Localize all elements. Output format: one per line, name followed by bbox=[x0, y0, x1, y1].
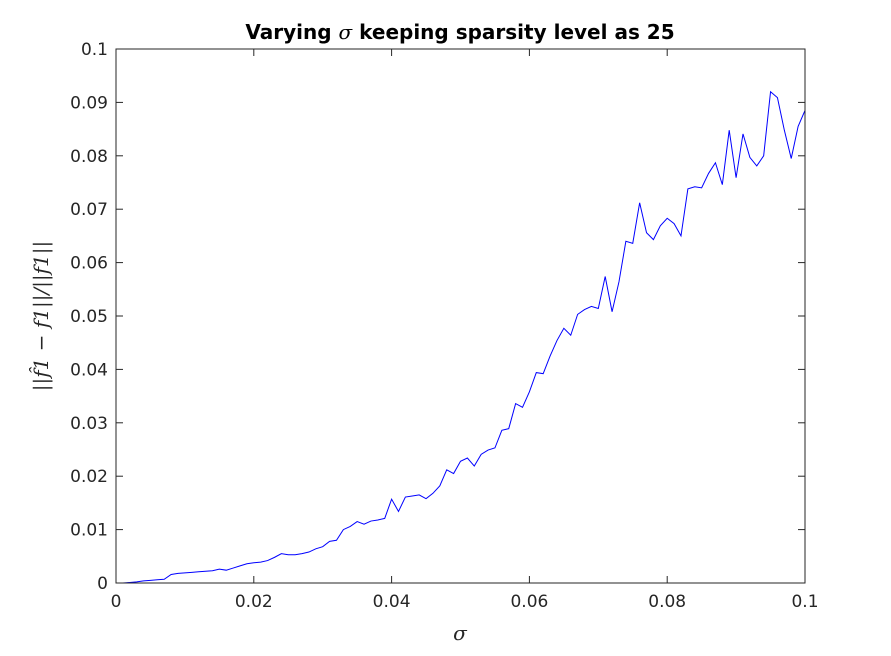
chart-title-part-1: Varying bbox=[245, 20, 338, 44]
x-tick-label: 0.06 bbox=[510, 592, 548, 612]
y-axis-label: ||f̂1 − f1||/||f1|| bbox=[29, 241, 54, 392]
y-tick-label: 0.03 bbox=[70, 414, 108, 434]
chart-title-sigma: σ bbox=[339, 20, 354, 44]
x-tick-label: 0.1 bbox=[791, 592, 818, 612]
y-tick-label: 0.1 bbox=[81, 40, 108, 60]
y-tick-label: 0.09 bbox=[70, 93, 108, 113]
chart-title-part-2: keeping sparsity level as 25 bbox=[352, 20, 674, 44]
x-axis-label: σ bbox=[453, 621, 468, 645]
y-axis: 0 0.01 0.02 0.03 0.04 0.05 0.06 0.07 0.08 0.09 0.1 bbox=[70, 40, 805, 594]
y-tick-label: 0.05 bbox=[70, 307, 108, 327]
y-tick-label: 0.08 bbox=[70, 147, 108, 167]
plot-area bbox=[116, 49, 805, 583]
y-tick-label: 0.01 bbox=[70, 521, 108, 541]
y-tick-label: 0 bbox=[97, 574, 108, 594]
chart-title: Varying σ keeping sparsity level as 25 bbox=[245, 20, 674, 44]
x-tick-label: 0.02 bbox=[235, 592, 273, 612]
series-layer bbox=[122, 90, 806, 584]
y-tick-label: 0.04 bbox=[70, 360, 108, 380]
y-tick-label: 0.07 bbox=[70, 200, 108, 220]
x-tick-label: 0.04 bbox=[373, 592, 411, 612]
x-axis: 0 0.02 0.04 0.06 0.08 0.1 bbox=[111, 49, 819, 612]
series-line bbox=[122, 90, 806, 584]
y-tick-label: 0.02 bbox=[70, 467, 108, 487]
x-tick-label: 0 bbox=[111, 592, 122, 612]
x-tick-label: 0.08 bbox=[648, 592, 686, 612]
y-tick-label: 0.06 bbox=[70, 254, 108, 274]
